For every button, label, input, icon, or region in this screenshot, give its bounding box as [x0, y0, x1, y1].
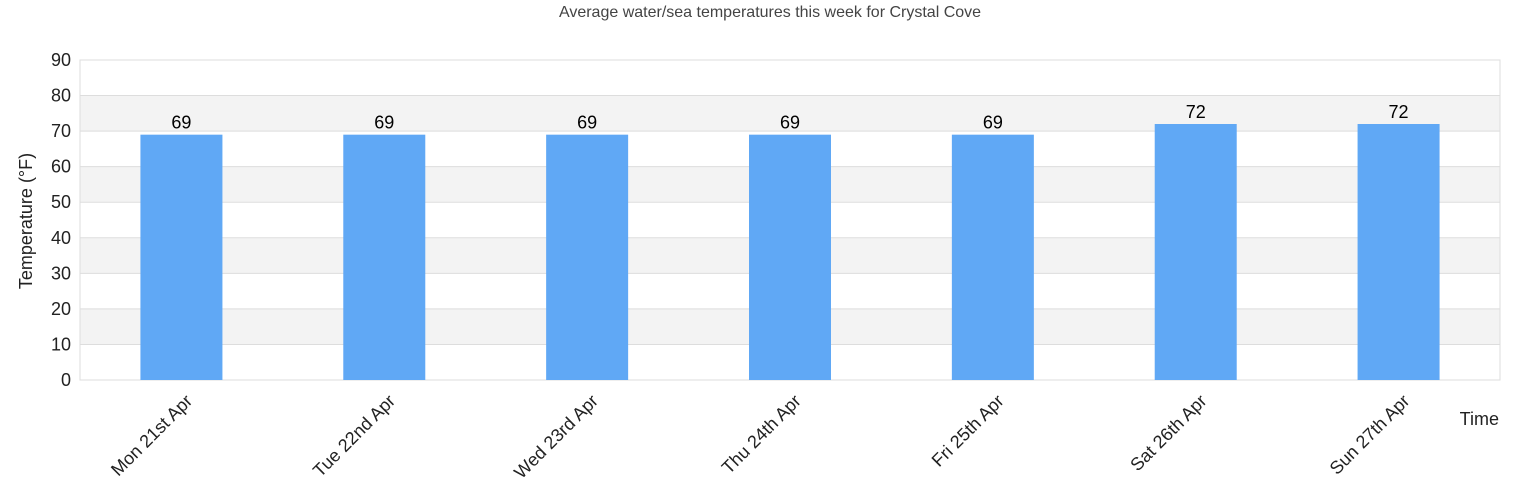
- bar: [749, 134, 831, 380]
- data-label: 72: [1389, 102, 1409, 122]
- y-tick-label: 90: [51, 50, 71, 70]
- x-tick-label: Fri 25th Apr: [928, 391, 1008, 471]
- y-tick-label: 10: [51, 334, 71, 354]
- bar: [343, 134, 426, 380]
- data-label: 72: [1186, 102, 1206, 122]
- y-tick-label: 80: [51, 86, 71, 106]
- data-labels: 69 69 69 69 69 72 72: [171, 102, 1408, 133]
- data-label: 69: [780, 113, 800, 133]
- data-label: 69: [983, 113, 1003, 133]
- bar: [140, 134, 223, 380]
- y-tick-label: 70: [51, 121, 71, 141]
- data-label: 69: [577, 113, 597, 133]
- y-tick-label: 50: [51, 192, 71, 212]
- y-tick-labels: 0 10 20 30 40 50 60 70 80 90: [51, 50, 71, 390]
- x-tick-label: Wed 23rd Apr: [510, 391, 602, 483]
- y-tick-label: 20: [51, 299, 71, 319]
- grid-band: [80, 95, 1500, 132]
- x-tick-label: Mon 21st Apr: [107, 391, 196, 480]
- x-axis-label: Time: [1460, 409, 1499, 429]
- data-label: 69: [374, 113, 394, 133]
- y-tick-label: 30: [51, 263, 71, 283]
- y-tick-label: 40: [51, 228, 71, 248]
- x-tick-label: Sun 27th Apr: [1326, 391, 1414, 479]
- x-tick-label: Sat 26th Apr: [1126, 391, 1210, 475]
- data-label: 69: [171, 113, 191, 133]
- y-tick-label: 0: [61, 370, 71, 390]
- chart-title: Average water/sea temperatures this week…: [559, 4, 981, 21]
- bar: [1154, 124, 1237, 380]
- x-tick-labels: Mon 21st Apr Tue 22nd Apr Wed 23rd Apr Thu …: [107, 391, 1413, 483]
- bar: [951, 134, 1034, 380]
- y-axis-label: Temperature (°F): [16, 153, 36, 289]
- y-tick-label: 60: [51, 157, 71, 177]
- bar: [546, 134, 629, 380]
- bar: [1357, 124, 1440, 380]
- x-tick-label: Tue 22nd Apr: [309, 391, 399, 481]
- bars: [140, 124, 1440, 380]
- x-tick-label: Thu 24th Apr: [718, 391, 805, 478]
